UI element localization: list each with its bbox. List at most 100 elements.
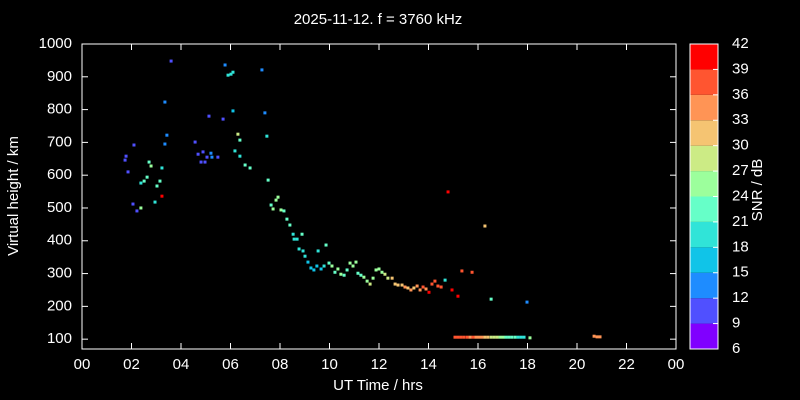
data-point	[486, 335, 490, 339]
data-point	[260, 68, 264, 72]
data-point	[456, 294, 460, 298]
data-point	[330, 264, 334, 268]
data-point	[231, 70, 235, 74]
data-point	[163, 100, 167, 104]
colorbar-tick-label: 39	[732, 60, 749, 77]
data-point	[390, 276, 394, 280]
data-point	[153, 200, 157, 204]
data-point	[139, 206, 143, 210]
data-point	[396, 283, 400, 287]
colorbar-band	[690, 298, 718, 324]
data-point	[233, 149, 237, 153]
colorbar-band	[690, 171, 718, 197]
data-point	[528, 336, 532, 340]
data-point	[309, 266, 313, 270]
data-point	[477, 335, 481, 339]
colorbar-label: SNR / dB	[749, 159, 766, 222]
data-point	[243, 163, 247, 167]
data-point	[158, 179, 162, 183]
data-point	[229, 72, 233, 76]
data-point	[147, 160, 151, 164]
data-point	[471, 335, 475, 339]
data-point	[489, 335, 493, 339]
colorbar-band	[690, 247, 718, 273]
x-tick-label: 22	[618, 356, 635, 373]
data-point	[492, 335, 496, 339]
colorbar-tick-label: 36	[732, 86, 749, 103]
data-point	[430, 282, 434, 286]
data-point	[303, 254, 307, 258]
data-point	[279, 208, 283, 212]
data-point	[265, 134, 269, 138]
data-point	[285, 217, 289, 221]
data-point	[236, 132, 240, 136]
data-point	[327, 261, 331, 265]
y-tick-label: 100	[47, 330, 72, 347]
data-point	[383, 272, 387, 276]
data-point	[263, 111, 267, 115]
data-point	[160, 166, 164, 170]
data-point	[339, 272, 343, 276]
data-point	[427, 290, 431, 294]
data-point	[348, 261, 352, 265]
data-point	[356, 271, 360, 275]
data-point	[324, 243, 328, 247]
data-point	[126, 170, 130, 174]
colorbar-band	[690, 272, 718, 299]
data-point	[226, 73, 230, 77]
colorbar-band	[690, 145, 718, 172]
data-point	[210, 155, 214, 159]
data-point	[149, 164, 153, 168]
y-tick-label: 500	[47, 199, 72, 216]
data-point	[470, 270, 474, 274]
data-point	[319, 267, 323, 271]
data-point	[462, 335, 466, 339]
colorbar-tick-label: 12	[732, 289, 749, 306]
data-point	[276, 195, 280, 199]
data-point	[421, 285, 425, 289]
y-tick-label: 400	[47, 232, 72, 249]
data-point	[269, 203, 273, 207]
data-point	[468, 335, 472, 339]
x-tick-label: 02	[123, 356, 140, 373]
data-point	[377, 267, 381, 271]
data-point	[288, 223, 292, 227]
data-point	[333, 270, 337, 274]
x-tick-label: 20	[569, 356, 586, 373]
x-tick-label: 00	[74, 356, 91, 373]
colorbar-band	[690, 94, 718, 121]
data-point	[507, 335, 511, 339]
data-point	[142, 179, 146, 183]
data-point	[291, 232, 295, 236]
data-point	[297, 247, 301, 251]
data-point	[124, 154, 128, 158]
data-point	[393, 282, 397, 286]
x-tick-label: 06	[222, 356, 239, 373]
data-point	[453, 335, 457, 339]
data-point	[418, 288, 422, 292]
data-point	[504, 335, 508, 339]
x-tick-label: 16	[470, 356, 487, 373]
data-point	[292, 237, 296, 241]
data-point	[415, 284, 419, 288]
data-point	[216, 155, 220, 159]
data-point	[525, 300, 529, 304]
data-point	[160, 194, 164, 198]
data-point	[424, 287, 428, 291]
data-point	[336, 267, 340, 271]
data-point	[342, 273, 346, 277]
data-point	[365, 279, 369, 283]
data-point	[459, 335, 463, 339]
colorbar-band	[690, 221, 718, 248]
data-point	[433, 279, 437, 283]
data-point	[196, 152, 200, 156]
data-point	[132, 143, 136, 147]
y-tick-label: 900	[47, 68, 72, 85]
data-point	[282, 209, 286, 213]
data-point	[474, 335, 478, 339]
x-tick-label: 08	[272, 356, 289, 373]
data-point	[409, 288, 413, 292]
x-tick-label: 00	[668, 356, 685, 373]
colorbar-tick-label: 6	[732, 340, 740, 357]
